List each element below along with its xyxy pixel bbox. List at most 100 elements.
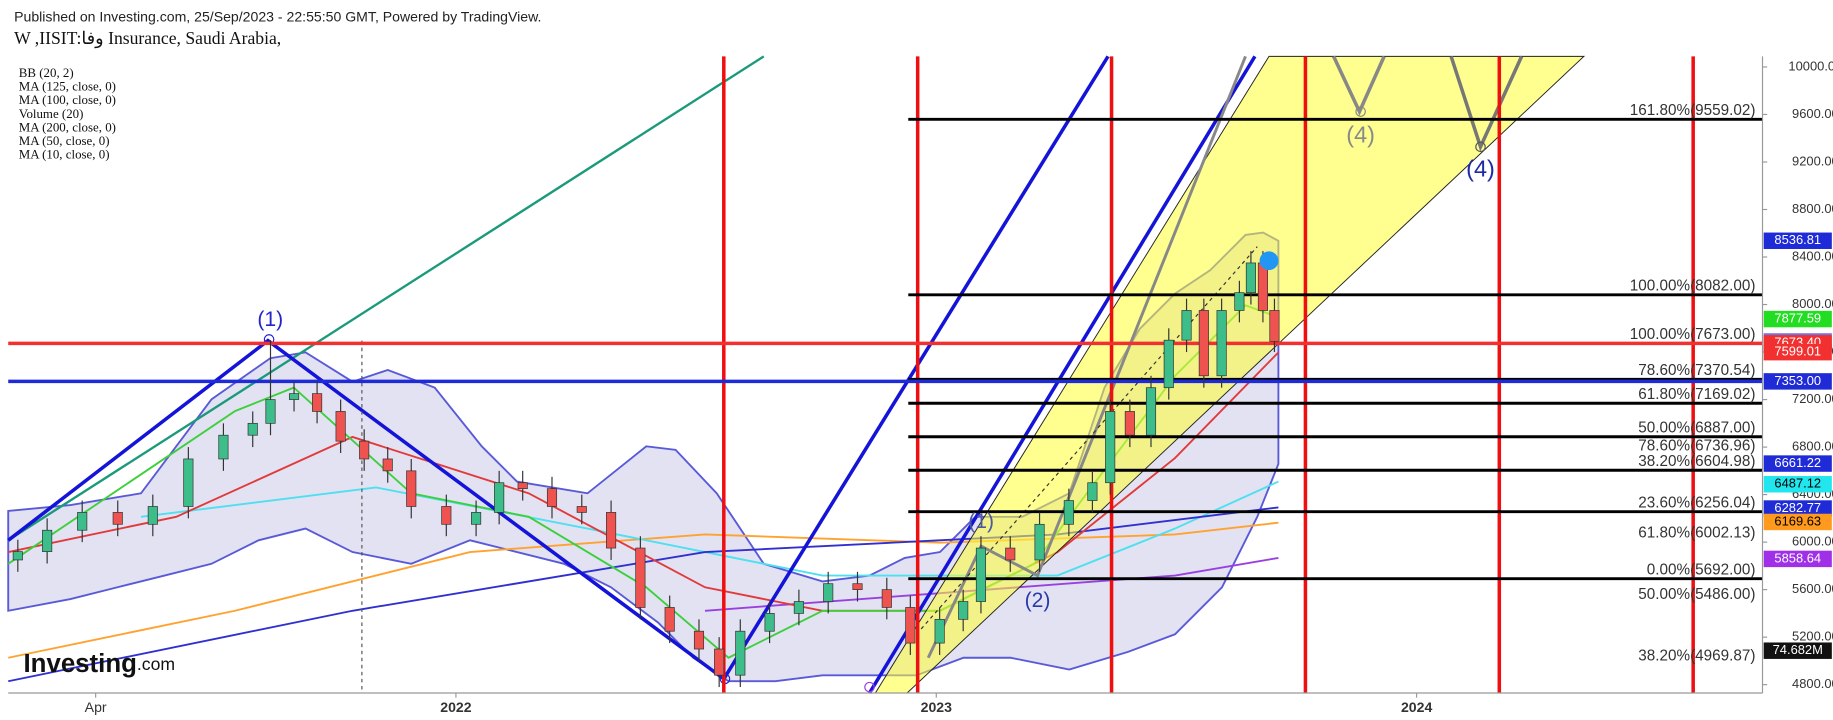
fib-label: 23.60%(6256.04): [1638, 495, 1755, 512]
fib-label: 100.00%(7673.00): [1630, 326, 1756, 343]
fib-label: 38.20%(4969.87): [1638, 647, 1755, 664]
wave-label: (1): [257, 308, 283, 331]
candle-body: [606, 512, 617, 549]
candle-body: [1005, 547, 1016, 561]
candle-body: [1145, 387, 1157, 436]
indicator-label: Volume (20): [19, 106, 84, 121]
ma-blue: [8, 506, 1279, 683]
candle-body: [1269, 310, 1280, 342]
candle-body: [576, 506, 587, 513]
x-tick-label: Apr: [85, 699, 107, 715]
pivot: [1355, 106, 1366, 117]
candle-body: [1216, 310, 1227, 377]
candle-body: [1087, 482, 1098, 501]
price-label-box: [1763, 455, 1832, 472]
candle-body: [546, 488, 558, 507]
indicator-label: MA (200, close, 0): [19, 119, 116, 134]
candle-body: [112, 512, 123, 525]
candle-body: [382, 458, 393, 472]
indicator-label: MA (10, close, 0): [19, 147, 110, 162]
candle-body: [12, 551, 23, 561]
pivot: [1475, 141, 1486, 153]
wave-label: (4): [1466, 156, 1495, 182]
y-tick-label: 6000.00: [1792, 534, 1833, 549]
candle-body: [1234, 292, 1245, 311]
logo-suffix: .com: [137, 653, 175, 673]
trend-line: [7, 55, 765, 542]
ma-cyan: [140, 480, 1279, 577]
wave-line: [867, 55, 1257, 694]
fib-label: 100.00%(8082.00): [1630, 278, 1756, 295]
fib-label: 61.80%(7169.02): [1638, 386, 1755, 403]
vertical-lines: [722, 56, 1695, 693]
volume-label: 74.682M: [1773, 642, 1823, 657]
symbol-title: W ,IISIT:وفا Insurance, Saudi Arabia,: [14, 28, 281, 49]
candle-body: [183, 458, 194, 507]
pin-marker: [1259, 251, 1279, 271]
candle-body: [1181, 310, 1192, 341]
price-label: 7353.00: [1774, 373, 1821, 388]
wave-line: [7, 338, 725, 681]
candle-body: [905, 607, 916, 644]
y-tick-label: 8800.00: [1792, 201, 1833, 216]
y-tick-label: 7200.00: [1792, 391, 1833, 406]
price-label-box: [1763, 513, 1832, 531]
price-label-box: [1763, 232, 1832, 249]
fib-label: 161.80%(9559.02): [1630, 102, 1756, 119]
candle-body: [1124, 411, 1135, 436]
x-tick-label: 2022: [440, 699, 471, 715]
candle-body: [852, 583, 863, 590]
y-tick-label: 9600.00: [1792, 106, 1833, 121]
candle-body: [359, 440, 370, 460]
logo: Investing.com: [24, 650, 176, 678]
candle-body: [1034, 523, 1045, 561]
fib-label: 50.00%(6887.00): [1638, 420, 1755, 437]
projection-line: [1332, 55, 1386, 116]
price-label-box: [1763, 343, 1832, 361]
candle-body: [664, 607, 675, 632]
candle-body: [441, 506, 452, 525]
price-label-box: [1763, 550, 1832, 568]
x-tick-label: 2023: [921, 699, 952, 715]
price-label: 6487.12: [1774, 476, 1821, 491]
candle-body: [823, 583, 834, 602]
price-label-box: [1763, 373, 1832, 390]
price-label: 7877.59: [1774, 310, 1821, 325]
candle-body: [1163, 339, 1174, 389]
volume-box: [1763, 642, 1832, 659]
pivot: [864, 681, 875, 693]
candle-body: [735, 630, 746, 676]
candle-body: [147, 506, 158, 525]
price-label: 5858.64: [1774, 550, 1821, 565]
indicator-label: BB (20, 2): [19, 65, 74, 80]
y-tick-label: 10000.00: [1788, 58, 1833, 73]
price-label-box: [1763, 500, 1832, 517]
candle-body: [975, 547, 987, 602]
fib-label: 50.00%(5486.00): [1638, 586, 1755, 603]
price-label-box: [1763, 310, 1832, 328]
candle-body: [714, 648, 725, 676]
candle-body: [77, 512, 88, 531]
y-tick-label: 4800.00: [1792, 676, 1833, 691]
candle-body: [793, 601, 804, 614]
wave-label: (1): [968, 510, 994, 533]
ma-orange: [8, 521, 1279, 659]
fib-label: 78.60%(7370.54): [1638, 362, 1755, 379]
price-label-box: [1763, 476, 1832, 493]
candle-body: [247, 422, 258, 436]
price-label: 6661.22: [1774, 455, 1821, 470]
fib-label: 61.80%(6002.13): [1638, 525, 1755, 542]
candle-body: [42, 529, 53, 552]
candle-body: [312, 393, 323, 412]
candle-body: [958, 601, 969, 620]
candle-body: [288, 393, 300, 400]
projection-line: [926, 55, 1247, 659]
candle-body: [881, 589, 892, 608]
candle-body: [1257, 262, 1268, 311]
fib-label: 0.00%(5692.00): [1647, 562, 1756, 579]
price-label: 7599.01: [1774, 344, 1821, 359]
price-label: 6169.63: [1774, 513, 1821, 528]
candle-body: [494, 482, 505, 513]
